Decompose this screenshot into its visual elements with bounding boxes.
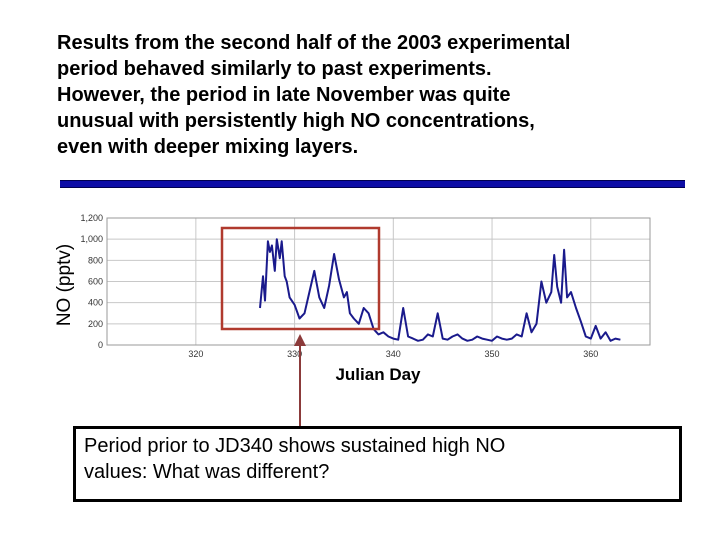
callout-line: Period prior to JD340 shows sustained hi… xyxy=(84,435,506,457)
x-tick-labels: 320 330 340 350 360 xyxy=(188,349,598,359)
y-tick-label: 1,000 xyxy=(80,234,103,244)
headline: Results from the second half of the 2003… xyxy=(57,30,697,160)
y-tick-labels: 0 200 400 600 800 1,000 1,200 xyxy=(80,213,103,350)
series-line xyxy=(259,238,621,342)
y-tick-label: 200 xyxy=(88,319,103,329)
headline-line: Results from the second half of the 2003… xyxy=(57,32,571,54)
x-tick-label: 320 xyxy=(188,349,203,359)
headline-line: However, the period in late November was… xyxy=(57,84,511,106)
plot-frame xyxy=(106,217,651,346)
x-tick-label: 350 xyxy=(485,349,500,359)
callout-box: Period prior to JD340 shows sustained hi… xyxy=(73,426,682,502)
y-tick-label: 1,200 xyxy=(80,213,103,223)
headline-line: period behaved similarly to past experim… xyxy=(57,58,492,80)
x-axis-label: Julian Day xyxy=(335,365,421,384)
headline-line: even with deeper mixing layers. xyxy=(57,136,359,158)
highlight-box xyxy=(220,226,381,331)
y-tick-label: 0 xyxy=(98,340,103,350)
callout-line: values: What was different? xyxy=(84,461,330,483)
y-axis-label: NO (pptv) xyxy=(54,244,75,326)
y-tick-label: 400 xyxy=(88,298,103,308)
y-tick-label: 800 xyxy=(88,255,103,265)
x-tick-label: 340 xyxy=(386,349,401,359)
y-tick-label: 600 xyxy=(88,277,103,287)
x-tick-label: 360 xyxy=(583,349,598,359)
headline-line: unusual with persistently high NO concen… xyxy=(57,110,535,132)
callout-arrow-head xyxy=(294,334,306,346)
divider-rule xyxy=(60,180,685,188)
x-tick-label: 330 xyxy=(287,349,302,359)
